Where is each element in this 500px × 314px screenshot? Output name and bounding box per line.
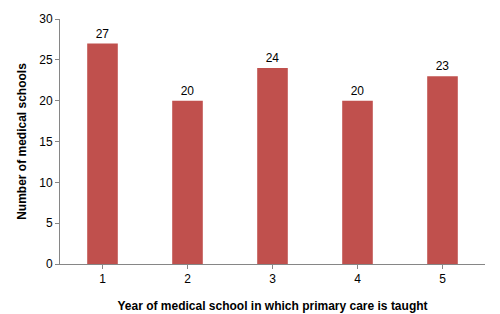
- svg-text:4: 4: [354, 272, 361, 286]
- svg-text:Number of medical schools: Number of medical schools: [15, 63, 29, 220]
- svg-text:15: 15: [39, 135, 53, 149]
- svg-text:25: 25: [39, 53, 53, 67]
- svg-text:2: 2: [184, 272, 191, 286]
- svg-text:20: 20: [39, 94, 53, 108]
- svg-text:20: 20: [351, 84, 365, 98]
- svg-text:27: 27: [96, 27, 110, 41]
- svg-text:24: 24: [266, 51, 280, 65]
- svg-text:1: 1: [99, 272, 106, 286]
- svg-text:30: 30: [39, 12, 53, 26]
- svg-text:23: 23: [436, 59, 450, 73]
- svg-text:3: 3: [269, 272, 276, 286]
- svg-text:0: 0: [46, 257, 53, 271]
- svg-text:10: 10: [39, 176, 53, 190]
- svg-text:20: 20: [181, 84, 195, 98]
- svg-text:5: 5: [439, 272, 446, 286]
- svg-text:Year of medical school in whic: Year of medical school in which primary …: [117, 299, 427, 313]
- svg-text:5: 5: [46, 216, 53, 230]
